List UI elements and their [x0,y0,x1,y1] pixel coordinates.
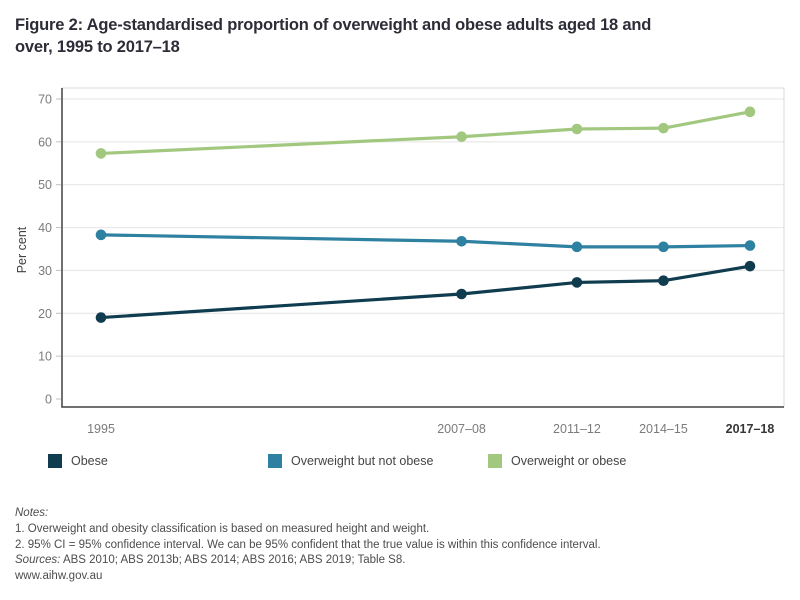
notes-label: Notes: [15,507,49,519]
y-axis-title: Per cent [15,226,29,273]
series-line-overweight-but-not-obese [99,233,752,249]
data-point-obese-2014-15[interactable] [658,275,669,287]
data-point-overweight-but-not-obese-1995[interactable] [95,229,107,241]
note-line-2: 2. 95% CI = 95% confidence interval. We … [15,538,601,551]
y-axis-label-0: 0 [45,393,52,407]
x-axis-label-2017-18: 2017–18 [726,422,775,436]
y-axis-label-20: 20 [38,307,52,321]
sources-text: ABS 2010; ABS 2013b; ABS 2014; ABS 2016;… [60,554,406,567]
y-axis-label-40: 40 [38,221,52,235]
x-axis-label-2014-15: 2014–15 [639,422,688,436]
legend-label-overweight-or-obese: Overweight or obese [511,454,627,468]
legend-swatch-overweight-or-obese [488,454,502,468]
x-axis-label-1995: 1995 [87,422,115,436]
y-axis-label-60: 60 [38,135,52,149]
y-axis-label-50: 50 [38,178,52,192]
x-axis-label-2007-08: 2007–08 [437,422,486,436]
website-text: www.aihw.gov.au [15,570,103,583]
data-point-overweight-or-obese-2014-15[interactable] [658,122,669,134]
note-line-1: 1. Overweight and obesity classification… [15,522,430,535]
y-axis-label-30: 30 [38,264,52,278]
data-point-overweight-or-obese-2011-12[interactable] [571,123,583,135]
data-point-overweight-or-obese-2007-08[interactable] [456,131,467,143]
legend-item-obese[interactable]: Obese [48,453,108,469]
data-point-overweight-or-obese-1995[interactable] [95,148,107,159]
series-line-obese [99,264,752,320]
figure-title-line-1: Figure 2: Age-standardised proportion of… [15,16,652,34]
legend-item-overweight-or-obese[interactable]: Overweight or obese [488,453,626,469]
x-axis-label-2011-12: 2011–12 [553,422,601,436]
line-chart: 0 10 20 30 40 50 60 70 Per cent 1995 2007–08 2011–1… [15,87,785,436]
data-point-obese-2011-12[interactable] [571,277,583,288]
sources-label: Sources: [15,554,61,567]
legend-swatch-overweight-not-obese [268,454,282,468]
y-axis-label-10: 10 [38,350,52,364]
data-point-obese-1995[interactable] [95,312,107,323]
y-axis-label-70: 70 [38,93,52,107]
data-point-overweight-but-not-obese-2011-12[interactable] [571,241,583,253]
data-point-obese-2007-08[interactable] [456,288,467,300]
data-point-overweight-or-obese-2017-18[interactable] [744,106,756,118]
legend-label-obese: Obese [71,454,108,468]
data-point-obese-2017-18[interactable] [744,260,756,272]
notes-block: Notes: 1. Overweight and obesity classif… [15,506,790,585]
data-point-overweight-but-not-obese-2014-15[interactable] [658,241,669,253]
series-line-overweight-or-obese [99,110,752,156]
figure-title-line-2: over, 1995 to 2017–18 [15,38,180,56]
sources-line: Sources: ABS 2010; ABS 2013b; ABS 2014; … [15,553,790,569]
legend-label-overweight-not-obese: Overweight but not obese [291,454,434,468]
figure-title: Figure 2: Age-standardised proportion of… [15,14,785,58]
data-point-overweight-but-not-obese-2007-08[interactable] [456,235,467,247]
data-point-overweight-but-not-obese-2017-18[interactable] [744,240,756,251]
legend-swatch-obese [48,454,62,468]
legend-item-overweight-not-obese[interactable]: Overweight but not obese [268,453,433,469]
